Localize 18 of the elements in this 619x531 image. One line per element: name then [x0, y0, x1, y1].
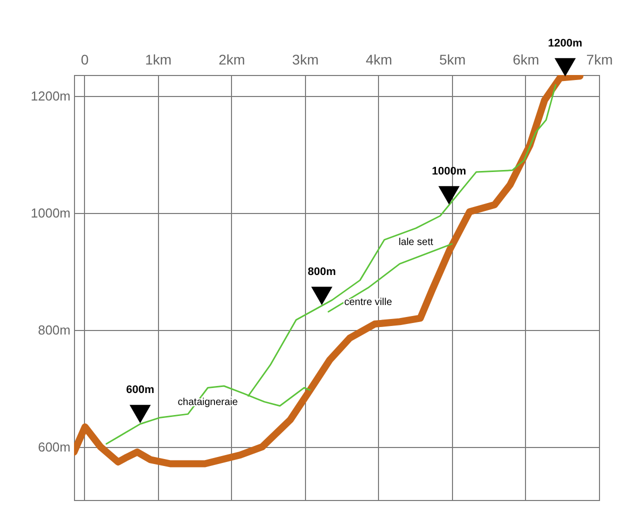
annotation: 600m [126, 384, 154, 396]
x-tick-label: 1km [145, 52, 172, 68]
annotation: 800m [308, 266, 336, 278]
y-tick-label: 600m [38, 439, 70, 454]
x-tick-label: 2km [218, 52, 246, 68]
y-tick-label: 1000m [30, 205, 70, 220]
x-tick-label: 5km [439, 52, 466, 68]
x-tick-label: 3km [292, 52, 319, 68]
annotation: 1200m [548, 37, 583, 50]
annotation: 1000m [432, 165, 466, 178]
y-tick-label: 800m [38, 322, 70, 338]
series-label: lale sett [398, 237, 434, 248]
series-label: centre ville [344, 296, 392, 308]
y-tick-label: 1200m [30, 88, 70, 104]
x-tick-label: 7km [586, 52, 613, 68]
x-tick-label: 4km [366, 52, 392, 68]
x-tick-label: 6km [512, 52, 540, 68]
x-tick-label: 0 [80, 52, 89, 68]
